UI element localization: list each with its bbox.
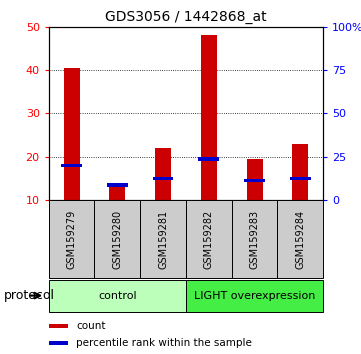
Bar xyxy=(140,200,186,278)
Bar xyxy=(109,185,125,200)
Bar xyxy=(64,68,80,200)
Bar xyxy=(155,148,171,200)
Bar xyxy=(49,324,69,328)
Bar xyxy=(95,200,140,278)
Text: protocol: protocol xyxy=(4,289,55,302)
Bar xyxy=(277,200,323,278)
Bar xyxy=(153,177,173,180)
Title: GDS3056 / 1442868_at: GDS3056 / 1442868_at xyxy=(105,10,267,24)
Text: count: count xyxy=(76,321,106,331)
Bar xyxy=(107,183,128,187)
Text: GSM159282: GSM159282 xyxy=(204,209,214,269)
Text: GSM159283: GSM159283 xyxy=(249,209,260,269)
Text: GSM159279: GSM159279 xyxy=(66,209,77,269)
Bar xyxy=(292,144,308,200)
Text: GSM159280: GSM159280 xyxy=(112,209,122,269)
Text: control: control xyxy=(98,291,136,301)
Text: GSM159281: GSM159281 xyxy=(158,209,168,269)
Bar xyxy=(244,179,265,182)
Bar xyxy=(232,200,277,278)
Text: percentile rank within the sample: percentile rank within the sample xyxy=(76,338,252,348)
Bar xyxy=(290,177,310,180)
Bar xyxy=(49,341,69,345)
FancyBboxPatch shape xyxy=(186,280,323,312)
Bar xyxy=(186,200,232,278)
Bar xyxy=(61,164,82,167)
Bar xyxy=(201,35,217,200)
Bar xyxy=(247,159,262,200)
FancyBboxPatch shape xyxy=(49,280,186,312)
Text: LIGHT overexpression: LIGHT overexpression xyxy=(194,291,315,301)
Bar xyxy=(199,157,219,161)
Text: GSM159284: GSM159284 xyxy=(295,209,305,269)
Bar xyxy=(49,200,95,278)
